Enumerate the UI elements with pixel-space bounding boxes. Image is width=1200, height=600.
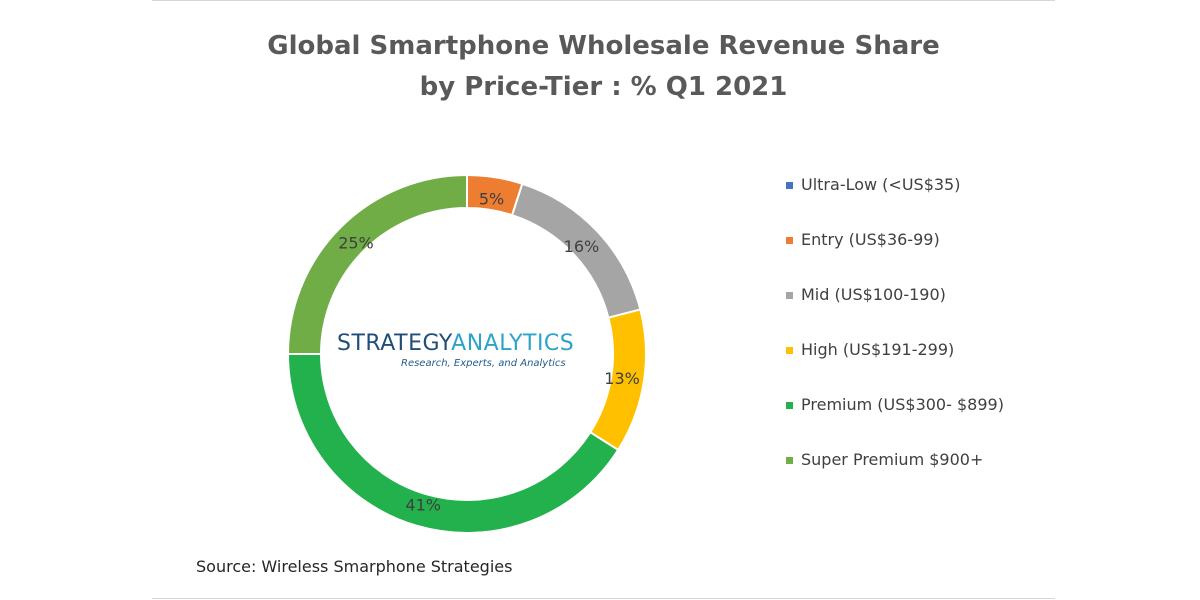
- data-label-super-premium-900: 25%: [338, 233, 374, 252]
- legend-label: Super Premium $900+: [801, 450, 984, 469]
- donut-slices: [286, 173, 647, 534]
- legend-swatch: [786, 292, 793, 299]
- chart-legend: Ultra-Low (<US$35) Entry (US$36-99) Mid (U…: [786, 174, 1004, 504]
- legend-item-ultra-low-us-35: Ultra-Low (<US$35): [786, 174, 1004, 229]
- donut-data-labels: 5% 16% 13% 41% 25%: [338, 189, 640, 514]
- legend-swatch: [786, 457, 793, 464]
- legend-label: Ultra-Low (<US$35): [801, 175, 961, 194]
- chart-title: Global Smartphone Wholesale Revenue Shar…: [152, 26, 1055, 108]
- data-label-mid-us-100-190: 16%: [564, 237, 600, 256]
- data-label-high-us-191-299: 13%: [604, 369, 640, 388]
- legend-item-premium-us-300-899: Premium (US$300- $899): [786, 394, 1004, 449]
- legend-swatch: [786, 182, 793, 189]
- legend-swatch: [786, 237, 793, 244]
- frame-top-border: [152, 0, 1055, 1]
- chart-title-line-2: by Price-Tier : % Q1 2021: [419, 72, 788, 102]
- legend-item-high-us-191-299: High (US$191-299): [786, 339, 1004, 394]
- logo-word-analytics: ANALYTICS: [451, 331, 575, 356]
- data-label-entry-us-36-99: 5%: [479, 189, 504, 208]
- legend-item-entry-us-36-99: Entry (US$36-99): [786, 229, 1004, 284]
- chart-title-line-1: Global Smartphone Wholesale Revenue Shar…: [267, 31, 940, 61]
- frame-bottom-border: [152, 598, 1055, 599]
- source-note: Source: Wireless Smarphone Strategies: [196, 557, 513, 576]
- data-label-premium-us-300-899: 41%: [405, 495, 441, 514]
- legend-label: Entry (US$36-99): [801, 230, 940, 249]
- logo-wordmark: STRATEGYANALYTICS: [337, 331, 597, 357]
- legend-label: Mid (US$100-190): [801, 285, 946, 304]
- donut-slice-premium-us-300-899: [286, 353, 620, 534]
- logo-tagline: Research, Experts, and Analytics: [401, 358, 566, 369]
- legend-label: Premium (US$300- $899): [801, 395, 1004, 414]
- legend-label: High (US$191-299): [801, 340, 955, 359]
- legend-swatch: [786, 347, 793, 354]
- legend-item-mid-us-100-190: Mid (US$100-190): [786, 284, 1004, 339]
- strategy-analytics-logo: STRATEGYANALYTICS Research, Experts, and…: [337, 331, 597, 369]
- legend-swatch: [786, 402, 793, 409]
- legend-item-super-premium-900: Super Premium $900+: [786, 449, 1004, 504]
- donut-slice-super-premium-900: [286, 173, 468, 355]
- logo-word-strategy: STRATEGY: [337, 331, 452, 356]
